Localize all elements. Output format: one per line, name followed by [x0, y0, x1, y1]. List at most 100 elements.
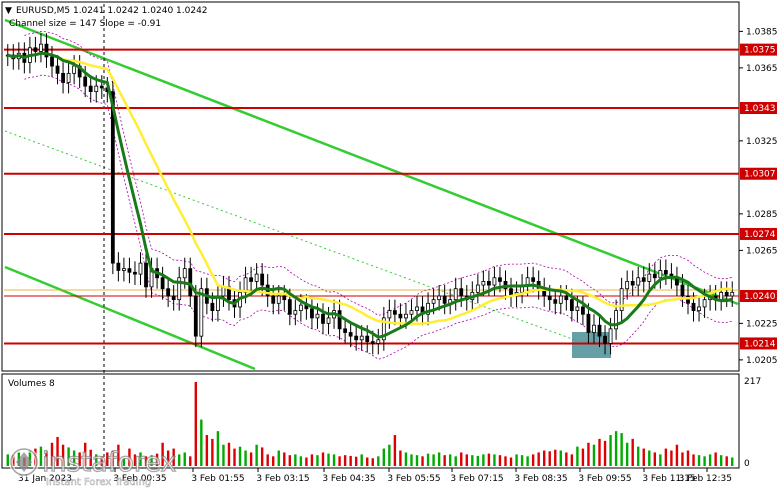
- volume-bar: [272, 456, 275, 466]
- level-tag: [740, 337, 777, 350]
- volume-bar: [620, 433, 623, 466]
- candle-body: [39, 43, 43, 52]
- x-tick-label: 3 Feb 09:55: [578, 474, 631, 484]
- candle-body: [564, 295, 569, 301]
- volume-bar: [78, 452, 81, 466]
- candle-body: [282, 295, 287, 301]
- candle-body: [498, 277, 502, 282]
- candle-body: [99, 85, 104, 89]
- logo-icon: [9, 447, 39, 477]
- volume-bar: [316, 455, 319, 466]
- watermark-tagline: Instant Forex Trading: [46, 477, 151, 488]
- candle-body: [603, 335, 607, 344]
- candle-body: [481, 280, 486, 286]
- volume-bar: [377, 456, 380, 466]
- volume-bar: [45, 451, 48, 466]
- volume-bar: [399, 450, 402, 466]
- volume-bar: [614, 431, 618, 466]
- candle-body: [94, 85, 99, 92]
- candle-body: [581, 306, 585, 315]
- volume-bar: [343, 455, 347, 466]
- volume-bar: [255, 444, 258, 466]
- volume-bar: [100, 456, 103, 466]
- x-tick-label: 3 Feb 04:35: [322, 474, 375, 484]
- volume-bar: [708, 454, 712, 466]
- volume-bar: [338, 456, 341, 466]
- candle-body: [697, 306, 701, 312]
- volume-bar: [305, 457, 308, 466]
- candle-body: [210, 302, 215, 311]
- candle-body: [254, 273, 259, 282]
- candle-body: [188, 268, 193, 297]
- volume-bar: [211, 438, 214, 466]
- moving-averages: [7, 51, 733, 339]
- candle-body: [724, 291, 729, 297]
- volume-bar: [460, 452, 463, 466]
- candle-body: [641, 277, 646, 282]
- volume-bar: [349, 455, 352, 466]
- volume-panel-label: Volumes 8: [8, 379, 55, 389]
- volume-bar: [95, 454, 98, 466]
- volume-bar: [371, 458, 374, 466]
- volume-bar: [603, 440, 607, 466]
- candle-body: [199, 288, 204, 337]
- candle-body: [72, 65, 77, 74]
- volume-bar: [28, 450, 32, 466]
- volume-bar: [360, 454, 363, 466]
- volume-bar: [133, 454, 137, 466]
- volume-bar: [12, 455, 15, 466]
- volume-bar: [404, 452, 408, 466]
- volume-bar: [681, 452, 684, 466]
- volume-bar: [570, 454, 574, 466]
- candle-body: [337, 310, 342, 330]
- candle-body: [160, 277, 165, 290]
- volume-bar: [576, 446, 579, 466]
- volume-bar: [39, 446, 43, 466]
- volume-bar: [61, 444, 65, 466]
- candle-body: [487, 280, 491, 286]
- candle-body: [310, 308, 314, 319]
- candle-body: [260, 273, 265, 286]
- volume-bar: [111, 450, 115, 466]
- volume-bar: [117, 444, 120, 466]
- volume-bar: [283, 452, 286, 466]
- level-tag-label: 1.0274: [744, 230, 776, 240]
- volume-bar: [515, 454, 518, 466]
- volume-bar: [205, 435, 209, 466]
- volume-bar: [526, 456, 529, 466]
- x-tick-label: 3 Feb 05:55: [387, 474, 440, 484]
- x-tick-label: 3 Feb 00:35: [113, 474, 166, 484]
- candle-body: [702, 299, 707, 308]
- candle-body: [415, 306, 419, 312]
- candle-body: [343, 328, 348, 333]
- volume-bar: [598, 438, 601, 466]
- volume-bar: [222, 444, 225, 466]
- candle-body: [110, 91, 115, 264]
- candle-body: [276, 295, 281, 304]
- candle-body: [182, 268, 187, 279]
- volume-bar: [531, 454, 535, 466]
- volume-bar: [410, 454, 413, 466]
- candle-body: [636, 277, 641, 286]
- candle-body: [44, 43, 49, 58]
- volume-bar: [216, 431, 220, 466]
- volume-bar: [493, 454, 496, 466]
- volume-bar: [631, 438, 634, 466]
- volume-bar: [150, 455, 153, 466]
- candle-body: [359, 335, 364, 341]
- x-tick-label: 3 Feb 03:15: [256, 474, 309, 484]
- candle-body: [392, 310, 397, 315]
- volume-bar: [648, 450, 651, 466]
- channel-line: Channel size = 147 Slope = -0.91: [9, 19, 161, 29]
- level-tag-label: 1.0240: [744, 292, 776, 302]
- y-tick-label: 1.0285: [746, 210, 778, 220]
- volume-bar: [89, 449, 92, 466]
- candle-body: [127, 268, 132, 273]
- candle-body: [370, 341, 375, 344]
- level-tag: [740, 227, 777, 240]
- candle-body: [61, 72, 65, 83]
- level-tag-label: 1.0214: [744, 339, 776, 349]
- volume-axis-min: 0: [744, 459, 750, 469]
- volume-bar: [625, 442, 629, 466]
